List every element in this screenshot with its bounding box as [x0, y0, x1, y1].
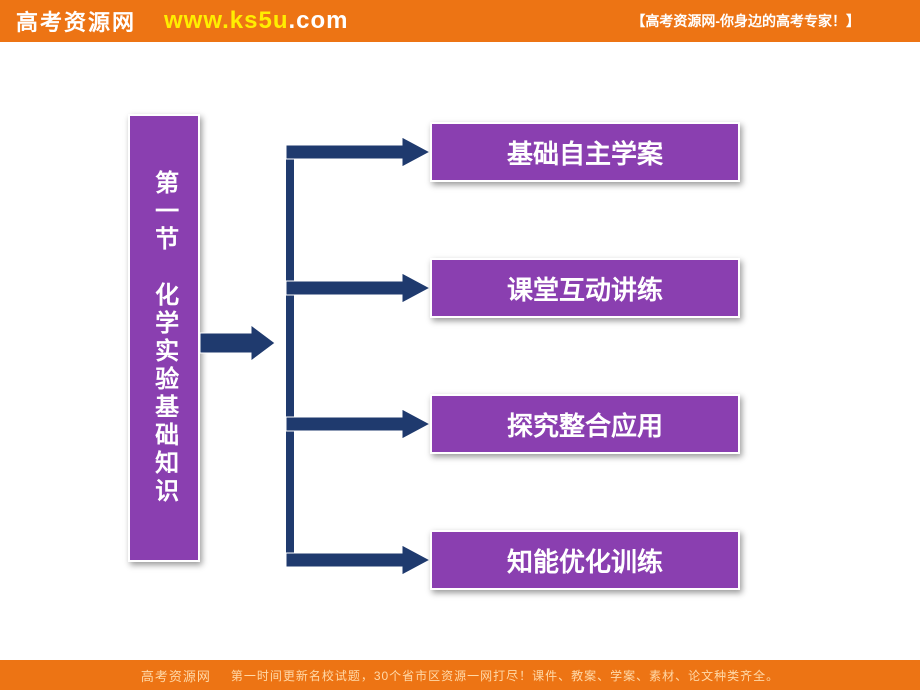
section-label: 课堂互动讲练: [507, 270, 663, 307]
logo-text: 高考资源网: [16, 5, 136, 37]
section-label: 基础自主学案: [507, 134, 663, 171]
url-text: www.ks5u.com: [164, 7, 349, 35]
main-topic-box: 第一节 化学实验基础知识: [128, 114, 200, 562]
footer-bar: 高考资源网 第一时间更新名校试题，30个省市区资源一网打尽！课件、教案、学案、素…: [0, 660, 920, 690]
arrow-shape: [200, 325, 275, 361]
url-prefix: www.ks5u: [164, 7, 288, 34]
main-topic-label: 第一节 化学实验基础知识: [148, 170, 179, 506]
section-box-1: 课堂互动讲练: [430, 258, 740, 318]
footer-text: 第一时间更新名校试题，30个省市区资源一网打尽！课件、教案、学案、素材、论文种类…: [231, 667, 779, 684]
section-box-2: 探究整合应用: [430, 394, 740, 454]
footer-brand: 高考资源网: [141, 666, 211, 685]
url-suffix: .com: [289, 7, 349, 34]
section-box-0: 基础自主学案: [430, 122, 740, 182]
section-box-3: 知能优化训练: [430, 530, 740, 590]
tagline-text: 【高考资源网-你身边的高考专家！】: [631, 11, 860, 31]
diagram-area: 第一节 化学实验基础知识 基础自主学案 课堂互动讲练 探究整合应用 知能优化训练: [0, 42, 920, 660]
section-label: 知能优化训练: [507, 542, 663, 579]
header-bar: 高考资源网 www.ks5u.com 【高考资源网-你身边的高考专家！】: [0, 0, 920, 42]
connector-svg: [270, 102, 450, 662]
section-label: 探究整合应用: [507, 406, 663, 443]
